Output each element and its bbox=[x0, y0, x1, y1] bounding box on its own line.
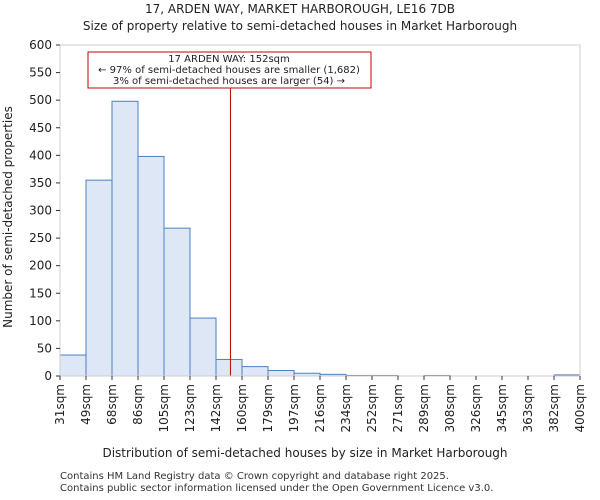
y-axis-label: Number of semi-detached properties bbox=[1, 106, 15, 328]
footer-line-2: Contains public sector information licen… bbox=[60, 483, 494, 494]
x-tick-label: 86sqm bbox=[131, 384, 145, 425]
y-tick-label: 0 bbox=[44, 369, 52, 383]
x-tick-label: 216sqm bbox=[313, 384, 327, 432]
x-tick-label: 345sqm bbox=[495, 384, 509, 432]
x-ticks: 31sqm 49sqm 68sqm 86sqm 105sqm 123sqm 142sqm 16… bbox=[53, 376, 587, 432]
x-tick-label: 123sqm bbox=[183, 384, 197, 432]
x-tick-label: 289sqm bbox=[417, 384, 431, 432]
annotation-line-3: 3% of semi-detached houses are larger (5… bbox=[113, 76, 345, 87]
x-tick-label: 363sqm bbox=[521, 384, 535, 432]
y-tick-label: 250 bbox=[29, 231, 52, 245]
x-tick-label: 31sqm bbox=[53, 384, 67, 425]
y-tick-label: 200 bbox=[29, 259, 52, 273]
y-tick-label: 450 bbox=[29, 121, 52, 135]
x-tick-label: 234sqm bbox=[339, 384, 353, 432]
chart-title: 17, ARDEN WAY, MARKET HARBOROUGH, LE16 7… bbox=[144, 2, 455, 16]
annotation-line-2: ← 97% of semi-detached houses are smalle… bbox=[98, 65, 360, 76]
annotation-line-1: 17 ARDEN WAY: 152sqm bbox=[168, 54, 290, 65]
footer-line-1: Contains HM Land Registry data © Crown c… bbox=[60, 471, 449, 482]
bar-86sqm bbox=[137, 155, 165, 377]
x-tick-label: 68sqm bbox=[105, 384, 119, 425]
bar-123sqm bbox=[189, 317, 217, 377]
x-tick-label: 197sqm bbox=[287, 384, 301, 432]
bar-160sqm bbox=[241, 366, 269, 377]
y-tick-label: 350 bbox=[29, 176, 52, 190]
annotation-box: 17 ARDEN WAY: 152sqm ← 97% of semi-detac… bbox=[87, 51, 372, 89]
y-tick-label: 500 bbox=[29, 93, 52, 107]
bars-group bbox=[59, 100, 581, 377]
x-axis-label: Distribution of semi-detached houses by … bbox=[102, 446, 507, 460]
bar-142sqm bbox=[215, 358, 243, 377]
y-tick-label: 150 bbox=[29, 286, 52, 300]
y-tick-label: 100 bbox=[29, 314, 52, 328]
y-tick-label: 300 bbox=[29, 204, 52, 218]
y-tick-label: 600 bbox=[29, 38, 52, 52]
chart-subtitle: Size of property relative to semi-detach… bbox=[82, 19, 518, 33]
x-tick-label: 326sqm bbox=[469, 384, 483, 432]
bar-179sqm bbox=[267, 369, 295, 377]
x-tick-label: 271sqm bbox=[391, 384, 405, 432]
x-tick-label: 382sqm bbox=[547, 384, 561, 432]
y-ticks: 0 50 100 150 200 250 300 350 400 450 500 550 600 bbox=[29, 38, 60, 383]
bar-31sqm bbox=[59, 354, 87, 377]
y-tick-label: 550 bbox=[29, 66, 52, 80]
x-tick-label: 252sqm bbox=[365, 384, 379, 432]
x-tick-label: 160sqm bbox=[235, 384, 249, 432]
x-tick-label: 400sqm bbox=[573, 384, 587, 432]
x-tick-label: 142sqm bbox=[209, 384, 223, 432]
bar-49sqm bbox=[85, 179, 113, 377]
annotation-rect bbox=[87, 51, 372, 89]
y-tick-label: 50 bbox=[37, 341, 52, 355]
x-tick-label: 105sqm bbox=[157, 384, 171, 432]
histogram-chart: 17 ARDEN WAY: 152sqm ← 97% of semi-detac… bbox=[1, 38, 587, 460]
bar-105sqm bbox=[163, 227, 191, 377]
y-tick-label: 400 bbox=[29, 148, 52, 162]
x-tick-label: 308sqm bbox=[443, 384, 457, 432]
x-tick-label: 179sqm bbox=[261, 384, 275, 432]
bar-68sqm bbox=[111, 100, 139, 377]
x-tick-label: 49sqm bbox=[79, 384, 93, 425]
